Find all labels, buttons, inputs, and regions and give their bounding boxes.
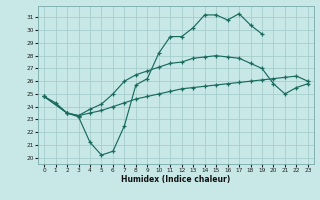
X-axis label: Humidex (Indice chaleur): Humidex (Indice chaleur) [121, 175, 231, 184]
